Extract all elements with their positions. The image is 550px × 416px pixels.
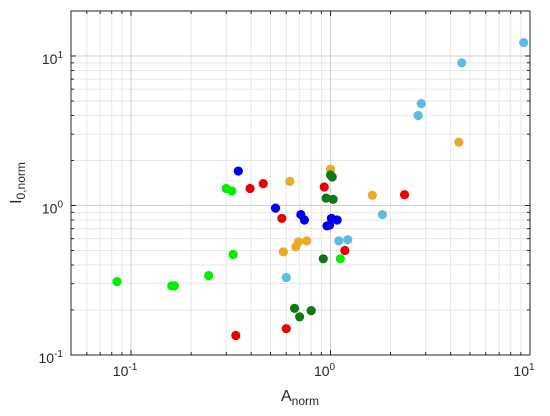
data-points (112, 37, 529, 341)
data-point (399, 190, 410, 200)
data-point (413, 110, 423, 121)
x-tick-label: 101 (513, 362, 535, 379)
axis-ticks (70, 10, 531, 356)
y-tick-label: 100 (42, 200, 64, 217)
y-tick-label: 10-1 (39, 349, 64, 366)
x-tick-label: 100 (314, 362, 336, 379)
data-point (454, 137, 464, 147)
data-point (306, 306, 316, 316)
data-point (334, 236, 344, 246)
data-point (519, 37, 529, 48)
plot-area-border (70, 10, 531, 356)
data-point (227, 186, 237, 196)
x-axis-label: Anorm (281, 388, 319, 408)
data-point (245, 183, 255, 194)
x-tick-label: 10-1 (113, 362, 138, 379)
data-point (258, 179, 268, 189)
x-tick-labels: 10-1 100 101 (113, 362, 535, 379)
data-point (281, 272, 291, 283)
data-point (328, 194, 338, 204)
data-point (204, 270, 214, 281)
data-point (277, 213, 287, 223)
data-point (169, 281, 180, 291)
data-point (281, 324, 291, 334)
data-point (319, 182, 329, 192)
data-point (335, 254, 345, 264)
data-point (285, 176, 295, 186)
data-point (416, 99, 426, 109)
data-point (231, 330, 241, 341)
data-point (377, 209, 388, 220)
y-tick-labels: 10-1 100 101 (39, 50, 64, 366)
data-point (112, 276, 122, 287)
data-point (321, 193, 331, 203)
data-point (457, 58, 467, 68)
data-point (295, 312, 305, 322)
data-point (327, 172, 337, 182)
data-point (289, 303, 300, 313)
data-point (299, 215, 310, 225)
data-point (332, 215, 342, 225)
data-point (367, 190, 377, 200)
y-axis-label: I0,norm (8, 162, 28, 204)
data-point (228, 249, 238, 260)
data-point (293, 237, 303, 247)
data-point (318, 254, 328, 264)
data-point (343, 235, 353, 245)
y-tick-label: 101 (42, 50, 64, 67)
data-point (340, 245, 350, 256)
data-point (302, 236, 312, 246)
data-point (278, 247, 288, 257)
data-point (270, 203, 281, 213)
data-point (233, 166, 243, 176)
